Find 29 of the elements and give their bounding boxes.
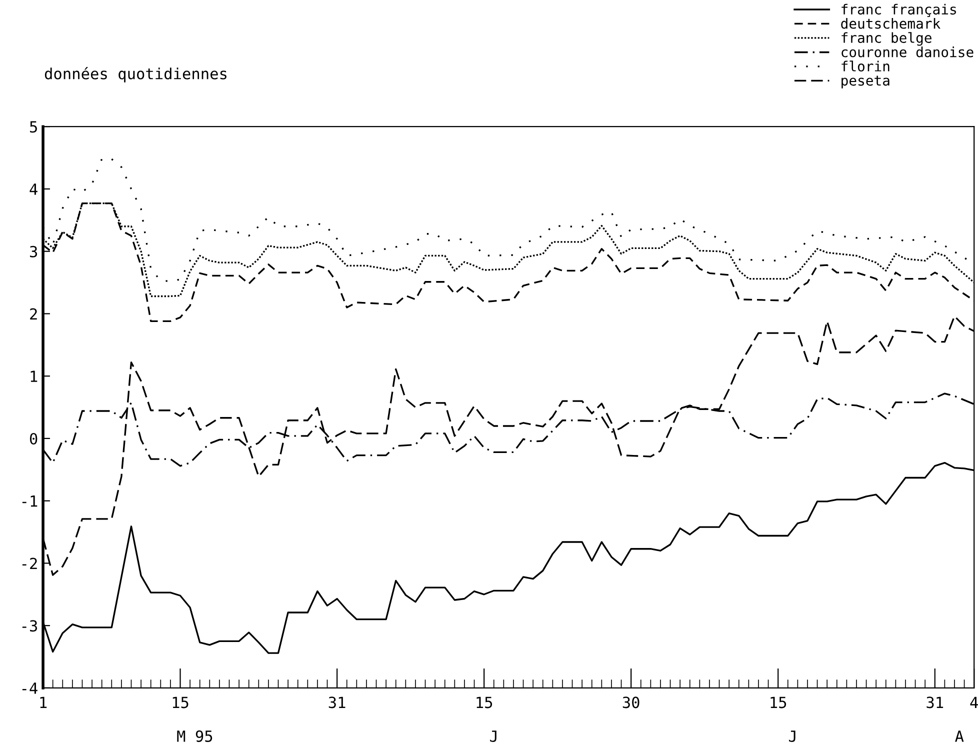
y-tick-label: 1 <box>30 370 38 382</box>
y-tick-label: 3 <box>30 246 38 258</box>
y-tick-label: -4 <box>22 682 38 694</box>
y-tick-label: 2 <box>30 308 37 320</box>
y-tick-label: 0 <box>30 432 38 445</box>
y-tick-label: -1 <box>22 496 38 507</box>
legend-label: peseta <box>842 76 890 88</box>
legend-label: franc français <box>842 4 956 18</box>
text: J <box>788 730 796 742</box>
legend-label: deutschemark <box>841 18 940 29</box>
y-tick-label: 4 <box>30 184 38 195</box>
x-tick-label: 15 <box>172 696 188 708</box>
legend-label: franc belge <box>842 32 932 46</box>
legend-label: florin <box>842 60 890 72</box>
y-tick-label: -3 <box>22 620 38 632</box>
text: M 95 <box>177 730 212 742</box>
x-tick-label: 1 <box>40 696 47 708</box>
x-tick-label: 31 <box>926 696 944 708</box>
x-tick-label: 4 <box>970 696 978 708</box>
x-tick-label: 15 <box>770 696 786 708</box>
y-tick-label: -2 <box>22 558 37 570</box>
x-tick-label: 15 <box>476 696 492 708</box>
x-tick-label: 30 <box>622 696 640 708</box>
y-tick-label: 5 <box>30 121 37 133</box>
x-tick-label: 31 <box>328 696 346 708</box>
text: J <box>490 730 496 742</box>
chart-title: données quotidiennes <box>44 66 226 82</box>
legend-label: couronne danoise <box>842 46 974 58</box>
text: A <box>955 730 964 742</box>
